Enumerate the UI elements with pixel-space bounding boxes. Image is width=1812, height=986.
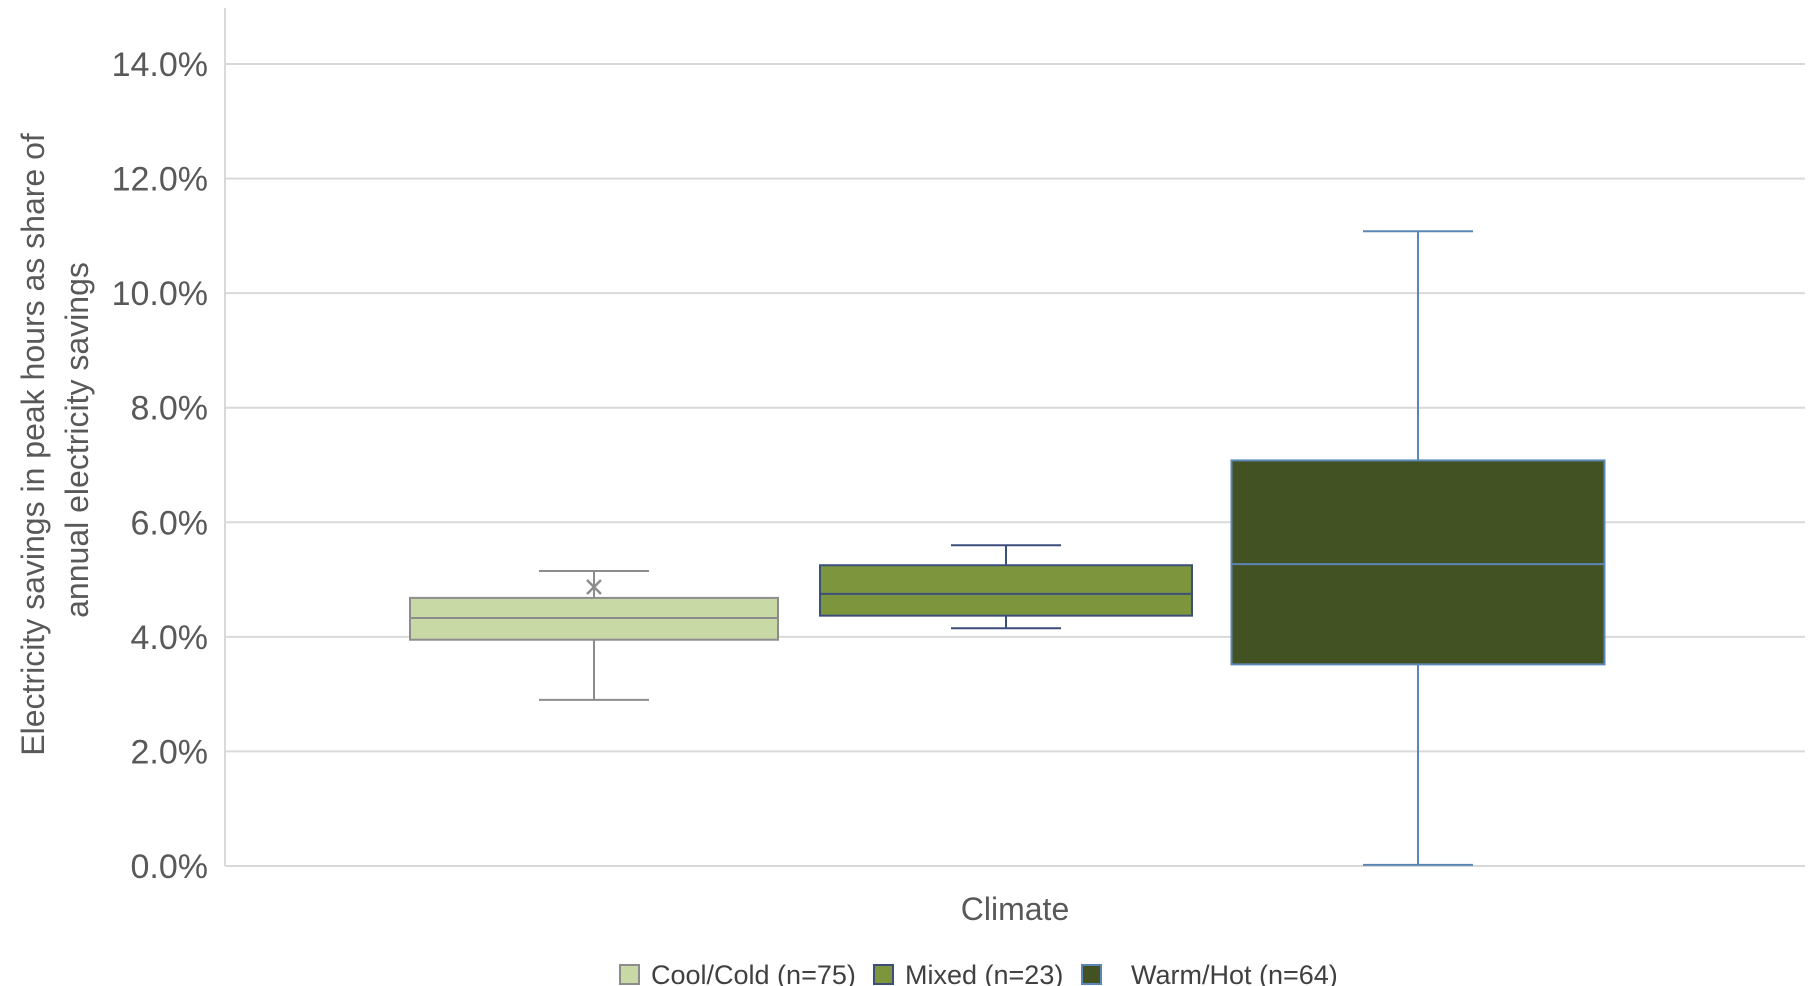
- y-tick-label: 0.0%: [131, 848, 209, 886]
- legend-swatch: [619, 964, 640, 985]
- y-axis-title-line-2: annual electricity savings: [59, 262, 95, 618]
- legend-item-1: Cool/Cold (n=75): [619, 960, 856, 986]
- legend-swatch: [1081, 964, 1102, 985]
- iqr-box: [1230, 459, 1606, 666]
- y-tick-label: 12.0%: [112, 161, 208, 199]
- y-tick-label: 8.0%: [131, 390, 209, 428]
- x-axis-title: Climate: [961, 891, 1069, 927]
- y-tick-labels: 0.0% 2.0% 4.0% 6.0% 8.0% 10.0% 12.0% 14.0%: [112, 46, 208, 886]
- box-2: [819, 544, 1193, 630]
- mean-marker: [586, 579, 602, 595]
- legend-label: Mixed (n=23): [905, 960, 1063, 986]
- y-tick-label: 6.0%: [131, 504, 209, 542]
- legend-label: Cool/Cold (n=75): [651, 960, 856, 986]
- y-tick-label: 10.0%: [112, 275, 208, 313]
- y-axis-title: Electricity savings in peak hours as sha…: [15, 124, 95, 755]
- legend-swatch: [873, 964, 894, 985]
- iqr-box: [819, 564, 1193, 617]
- legend-item-3: Warm/Hot (n=64): [1081, 960, 1338, 986]
- y-tick-label: 2.0%: [131, 733, 209, 771]
- boxes: [409, 230, 1606, 866]
- box-1: [409, 569, 779, 701]
- y-tick-label: 4.0%: [131, 619, 209, 657]
- legend-item-2: Mixed (n=23): [873, 960, 1063, 986]
- legend: Cool/Cold (n=75) Mixed (n=23) Warm/Hot (n=…: [619, 960, 1338, 986]
- y-axis-title-line-1: Electricity savings in peak hours as sha…: [15, 133, 51, 756]
- y-tick-label: 14.0%: [112, 46, 208, 84]
- legend-label: Warm/Hot (n=64): [1131, 960, 1338, 986]
- box-3: [1230, 230, 1606, 866]
